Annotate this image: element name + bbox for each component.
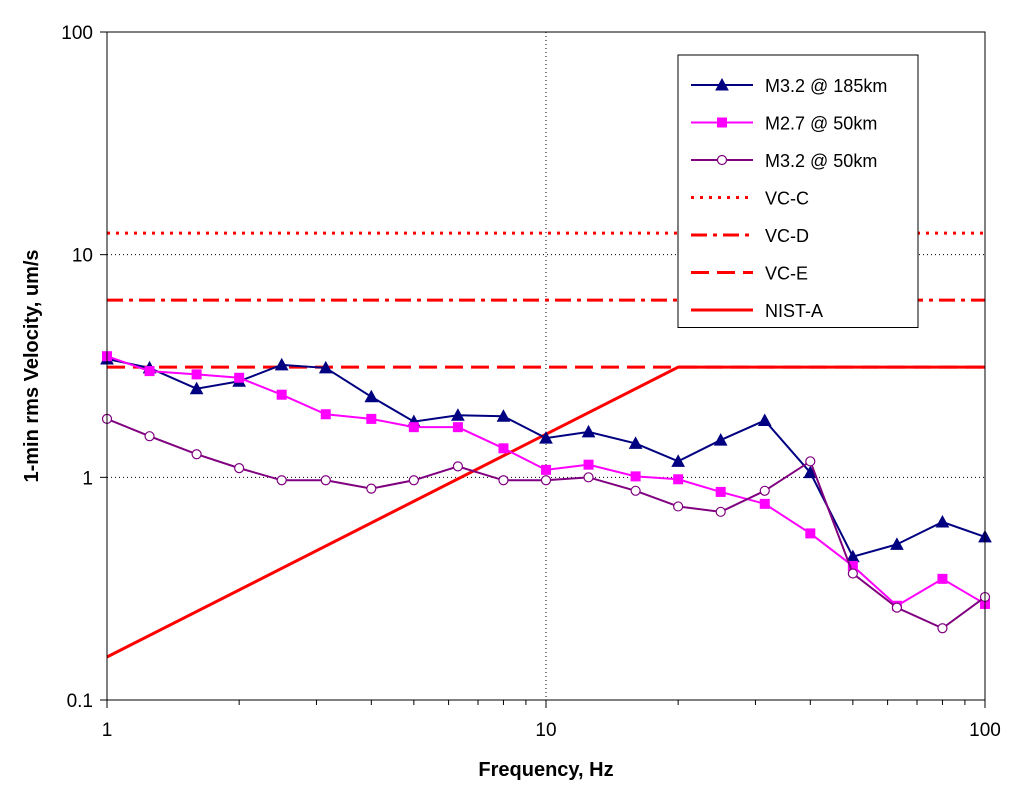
series-2-point bbox=[320, 475, 331, 486]
series-line-6 bbox=[106, 365, 985, 659]
legend-marker-2 bbox=[716, 154, 728, 166]
x-tick-label: 1 bbox=[102, 720, 113, 741]
data-series bbox=[100, 351, 992, 634]
series-2-point bbox=[452, 461, 464, 472]
series-2-point bbox=[630, 485, 641, 496]
series-0-point bbox=[318, 360, 333, 374]
legend-box bbox=[677, 54, 919, 328]
series-1-point bbox=[630, 471, 641, 482]
series-2-point bbox=[673, 501, 684, 512]
series-0-point bbox=[581, 424, 596, 438]
series-2-point bbox=[937, 623, 948, 634]
legend-label: VC-E bbox=[765, 264, 808, 284]
series-1-point bbox=[673, 474, 684, 485]
series-0-point bbox=[451, 408, 465, 421]
series-2-point bbox=[144, 431, 155, 442]
series-1-point bbox=[276, 389, 287, 400]
series-0-point bbox=[628, 436, 643, 449]
series-0-point bbox=[274, 357, 289, 371]
legend: M3.2 @ 185km M2.7 @ 50km M3.2 @ 50km VC-C VC… bbox=[677, 54, 919, 328]
series-1-point bbox=[191, 369, 202, 380]
series-2-point bbox=[498, 475, 509, 486]
series-1-point bbox=[498, 443, 509, 454]
series-2-point bbox=[191, 449, 202, 460]
series-0-point bbox=[189, 381, 204, 395]
legend-label: VC-D bbox=[765, 226, 809, 246]
series-0-point bbox=[935, 514, 950, 528]
legend-label: VC-C bbox=[765, 189, 809, 209]
series-1-point bbox=[408, 422, 419, 433]
legend-label: M2.7 @ 50km bbox=[765, 114, 877, 134]
legend-label: M3.2 @ 185km bbox=[765, 76, 887, 96]
series-1-point bbox=[715, 486, 726, 497]
series-2-point bbox=[540, 475, 552, 486]
series-1-point bbox=[144, 366, 155, 377]
series-2-point bbox=[234, 463, 245, 474]
series-0-point bbox=[803, 465, 818, 479]
y-axis-title: 1-min rms Velocity, um/s bbox=[21, 249, 43, 482]
y-tick-label: 0.1 bbox=[67, 691, 93, 712]
series-2-point bbox=[276, 475, 287, 486]
y-tick-label: 1 bbox=[82, 468, 93, 489]
series-1-point bbox=[541, 464, 551, 475]
legend-marker-1 bbox=[717, 117, 727, 128]
axis-ticks: 1 10 100 0.1 1 10 100 bbox=[61, 23, 1001, 741]
series-1-point bbox=[452, 422, 463, 433]
series-0-point bbox=[539, 431, 553, 444]
series-2-point bbox=[583, 472, 594, 483]
series-0-point bbox=[713, 433, 728, 446]
series-0-point bbox=[757, 413, 772, 426]
series-0-point bbox=[364, 389, 379, 403]
y-tick-label: 10 bbox=[72, 246, 93, 267]
series-0-point bbox=[890, 537, 904, 550]
x-tick-label: 10 bbox=[535, 720, 556, 741]
series-2-point bbox=[366, 483, 377, 494]
series-1-point bbox=[366, 413, 377, 424]
x-tick-label: 100 bbox=[969, 720, 1001, 741]
series-1-point bbox=[847, 560, 858, 571]
series-1-point bbox=[937, 573, 948, 584]
gridlines bbox=[107, 32, 985, 700]
series-1-point bbox=[805, 528, 816, 539]
x-axis-title: Frequency, Hz bbox=[478, 759, 613, 781]
series-0-point bbox=[671, 454, 685, 467]
series-2-point bbox=[715, 506, 726, 517]
series-2-point bbox=[891, 602, 903, 613]
series-2-point bbox=[847, 568, 858, 579]
series-2-point bbox=[805, 456, 816, 467]
legend-label: NIST-A bbox=[765, 301, 823, 321]
series-1-point bbox=[583, 459, 594, 470]
legend-marker-0 bbox=[715, 77, 729, 91]
y-tick-label: 100 bbox=[61, 23, 93, 44]
series-2-point bbox=[759, 485, 770, 496]
series-1-point bbox=[234, 372, 245, 383]
series-0-point bbox=[496, 409, 511, 422]
series-2-point bbox=[408, 475, 419, 486]
series-1-point bbox=[320, 409, 331, 420]
legend-label: M3.2 @ 50km bbox=[765, 151, 877, 171]
series-1-point bbox=[759, 498, 770, 509]
